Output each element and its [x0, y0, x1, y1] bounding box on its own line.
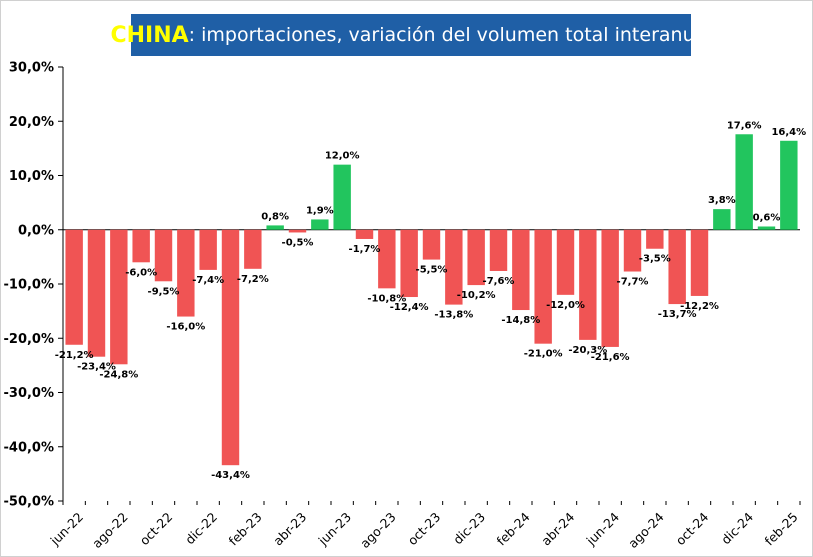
- data-label: -7,7%: [617, 277, 649, 288]
- x-tick-label: jun-24: [583, 509, 622, 548]
- x-tick-label: abr-24: [538, 509, 577, 548]
- bar: [65, 229, 83, 345]
- data-label: -6,0%: [125, 267, 157, 278]
- x-tick-label: oct-24: [673, 509, 712, 548]
- x-tick-label: feb-23: [226, 509, 265, 548]
- bar: [646, 229, 664, 249]
- bar: [467, 229, 485, 286]
- data-label: -21,6%: [591, 352, 630, 363]
- chart-x-tick-labels: jun-22 ago-22 oct-22 dic-22 feb-23 abr-23 jun-…: [47, 509, 801, 551]
- x-tick-label: ago-22: [89, 509, 131, 551]
- data-label: -9,5%: [148, 286, 180, 297]
- x-tick-label: jun-23: [315, 509, 354, 548]
- bar: [221, 229, 240, 466]
- bar: [311, 219, 329, 230]
- y-tick-label: 30,0%: [9, 61, 54, 76]
- bar: [266, 225, 284, 230]
- y-tick-label: -50,0%: [4, 495, 55, 510]
- y-tick-label: -30,0%: [4, 386, 55, 401]
- bar: [132, 229, 150, 263]
- bar: [534, 229, 552, 344]
- bar: [177, 229, 195, 317]
- x-tick-label: dic-23: [450, 509, 488, 547]
- y-tick-label: -40,0%: [4, 440, 55, 455]
- bar: [601, 229, 619, 347]
- bar: [199, 229, 217, 270]
- x-tick-label: oct-23: [405, 509, 444, 548]
- data-label: 3,8%: [708, 195, 736, 206]
- data-label: -14,8%: [501, 315, 540, 326]
- data-label: -7,6%: [483, 276, 515, 287]
- data-label: -43,4%: [211, 470, 250, 481]
- data-label: -16,0%: [166, 322, 205, 333]
- data-label: -12,0%: [546, 300, 585, 311]
- x-tick-label: feb-25: [762, 509, 801, 548]
- data-label: -21,2%: [55, 350, 94, 361]
- bar: [690, 229, 709, 296]
- data-label: 17,6%: [727, 120, 762, 131]
- bar: [668, 229, 686, 305]
- x-tick-label: jun-22: [47, 509, 86, 548]
- bar: [489, 229, 508, 271]
- bar: [512, 229, 530, 311]
- data-label: 12,0%: [325, 151, 360, 162]
- data-label: -10,2%: [457, 290, 496, 301]
- bar: [87, 229, 106, 357]
- x-tick-label: abr-23: [270, 509, 309, 548]
- data-label: 0,8%: [261, 211, 289, 222]
- data-label: 0,6%: [753, 212, 781, 223]
- x-tick-label: dic-24: [718, 509, 756, 547]
- data-label: -12,4%: [390, 302, 429, 313]
- bar: [244, 229, 262, 269]
- data-label: -23,4%: [77, 362, 116, 373]
- data-label: -12,2%: [680, 301, 719, 312]
- data-label: -7,4%: [192, 275, 224, 286]
- data-label: 1,9%: [306, 205, 334, 216]
- bar: [422, 229, 441, 260]
- y-tick-label: 10,0%: [9, 169, 54, 184]
- data-label: -1,7%: [349, 244, 381, 255]
- bar: [288, 229, 307, 233]
- bar: [355, 229, 374, 239]
- bar: [333, 164, 351, 230]
- data-label: -10,8%: [367, 293, 406, 304]
- chart-title: CHINA: importaciones, variación del volu…: [110, 14, 712, 56]
- x-tick-label: oct-22: [137, 509, 176, 548]
- bar: [378, 229, 396, 289]
- x-tick-label: dic-22: [182, 509, 220, 547]
- chart-title-text: : importaciones, variación del volumen t…: [188, 24, 712, 46]
- data-label: -24,8%: [99, 369, 138, 380]
- data-label: -13,7%: [658, 309, 697, 320]
- bar: [735, 134, 753, 230]
- chart-title-country: CHINA: [110, 22, 189, 48]
- x-tick-label: ago-23: [357, 509, 399, 551]
- bar: [445, 229, 463, 305]
- x-tick-label: ago-24: [625, 509, 667, 551]
- bar: [623, 229, 642, 272]
- data-label: -3,5%: [639, 254, 671, 265]
- bar: [556, 229, 575, 295]
- bar: [757, 226, 776, 230]
- bar: [110, 229, 128, 365]
- bar: [400, 229, 418, 298]
- data-label: -21,0%: [524, 349, 563, 360]
- data-label: -13,8%: [434, 310, 473, 321]
- y-tick-label: -20,0%: [4, 332, 55, 347]
- y-tick-label: 20,0%: [9, 115, 54, 130]
- data-label: -0,5%: [282, 237, 314, 248]
- y-tick-label: 0,0%: [18, 223, 54, 238]
- x-tick-label: feb-24: [494, 509, 533, 548]
- data-label: -20,3%: [568, 345, 607, 356]
- bar: [780, 140, 798, 230]
- chart-data-labels: -21,2%-23,4%-24,8% -6,0% -9,5% -16,0% -7,4% -…: [55, 120, 806, 481]
- data-label: -5,5%: [416, 265, 448, 276]
- data-label: 16,4%: [771, 127, 806, 138]
- bar: [579, 229, 597, 340]
- bar: [154, 229, 173, 282]
- bar: [713, 209, 731, 230]
- data-label: -7,2%: [237, 274, 269, 285]
- y-tick-label: -10,0%: [4, 278, 55, 293]
- chart-bars: [65, 134, 798, 466]
